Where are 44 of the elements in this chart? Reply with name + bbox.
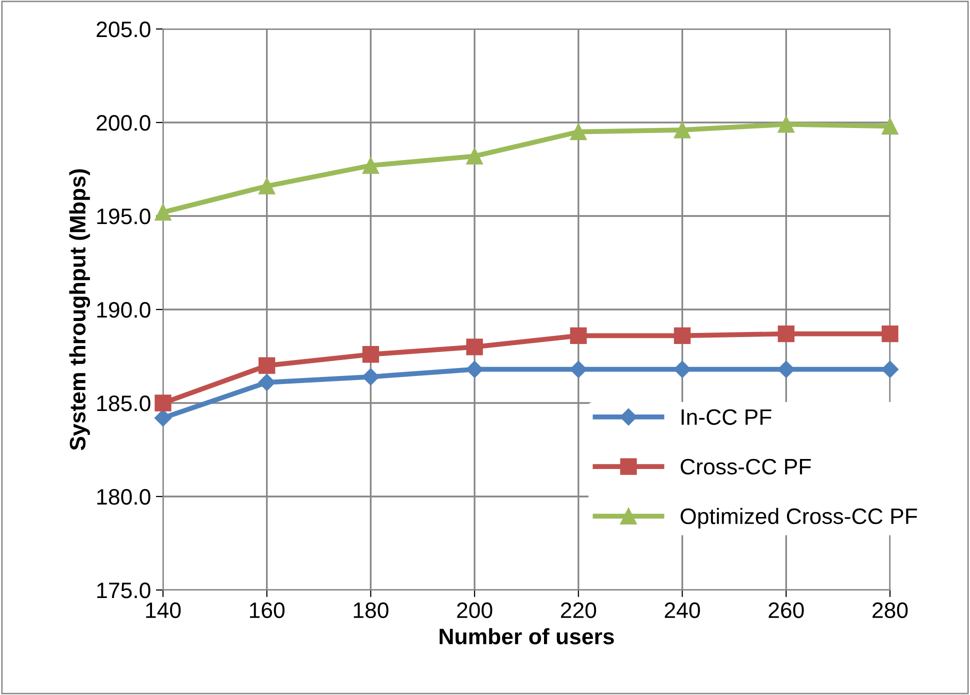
x-tick-label: 200 <box>457 602 492 618</box>
legend-label: Optimized Cross-CC PF <box>680 508 918 529</box>
point <box>466 338 483 356</box>
x-tick-label: 220 <box>561 602 596 618</box>
y-tick-label: 200.0 <box>96 115 150 131</box>
point <box>778 360 795 378</box>
point <box>570 327 587 344</box>
point <box>466 148 483 164</box>
point <box>362 346 380 363</box>
point <box>778 116 794 133</box>
y-tick-label: 180.0 <box>97 489 150 505</box>
x-tick-label: 160 <box>250 602 285 618</box>
x-tick-label: 140 <box>146 602 181 618</box>
x-tick-label: 240 <box>664 602 700 618</box>
y-tick-label: 205.0 <box>96 22 150 38</box>
y-axis-title: System throughput (Mbps) <box>69 169 90 450</box>
point <box>154 204 172 221</box>
x-tick-label: 180 <box>354 602 388 618</box>
point <box>570 124 587 140</box>
point <box>882 118 898 135</box>
point <box>258 178 276 194</box>
point <box>362 157 380 174</box>
point <box>881 360 899 378</box>
y-tick-label: 175.0 <box>97 582 150 598</box>
y-tick-label: 195.0 <box>97 208 150 224</box>
point <box>258 357 276 374</box>
legend-label: In-CC PF <box>682 409 772 425</box>
legend-label: Cross-CC PF <box>680 458 811 475</box>
point <box>362 368 380 386</box>
point <box>882 325 898 342</box>
point <box>674 360 691 378</box>
y-tick-label: 185.0 <box>97 396 150 412</box>
point <box>570 360 587 378</box>
point <box>258 374 276 391</box>
x-tick-label: 260 <box>768 602 804 618</box>
point <box>674 122 691 138</box>
y-tick-label: 190.0 <box>97 302 150 318</box>
point <box>466 360 484 378</box>
point <box>154 394 172 412</box>
x-axis-title: Number of users <box>440 628 614 644</box>
x-tick-label: 280 <box>872 602 908 618</box>
point <box>778 325 794 342</box>
point <box>154 409 172 427</box>
point <box>674 327 691 344</box>
